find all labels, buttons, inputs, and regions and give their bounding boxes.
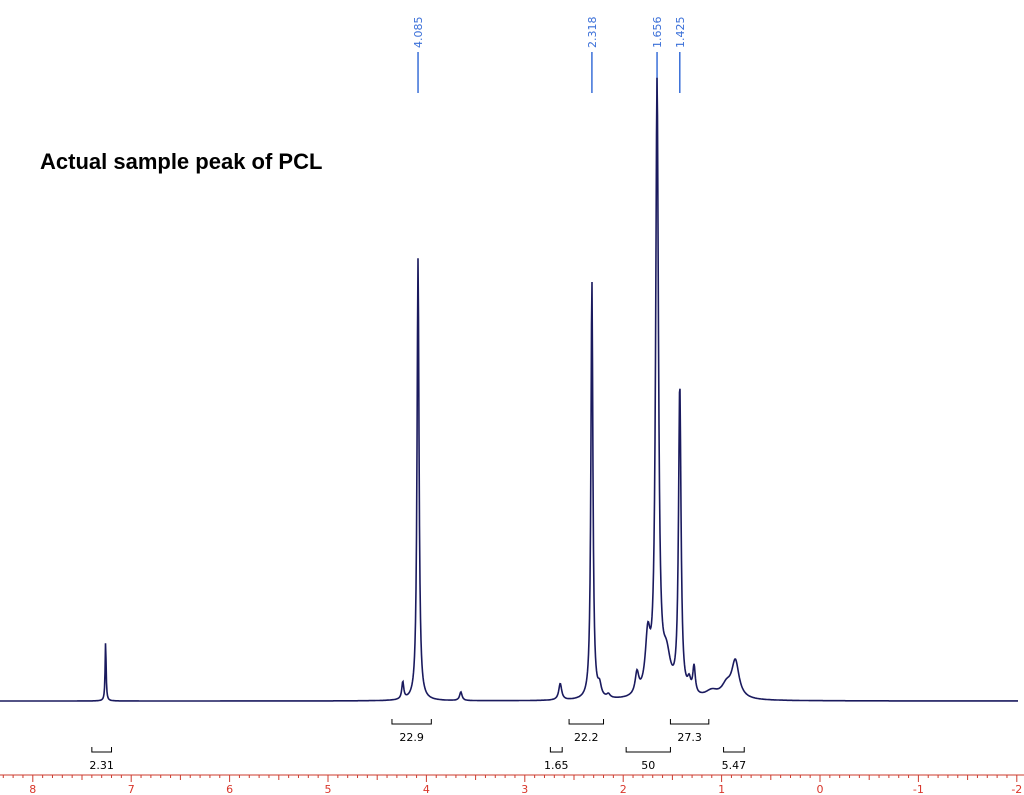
peak-label: 4.085 (412, 17, 425, 49)
peak-label: 1.425 (674, 17, 687, 49)
x-axis-tick-label: -2 (1011, 783, 1022, 795)
integral-bracket (625, 747, 671, 753)
integral-bracket (568, 719, 605, 725)
x-axis-tick-label: -1 (913, 783, 924, 795)
x-axis-tick-label: 8 (29, 783, 36, 795)
integral-value: 22.2 (574, 731, 599, 744)
spectrum-annotation: Actual sample peak of PCL (40, 149, 322, 174)
integral-value: 1.65 (544, 759, 569, 772)
peak-label: 1.656 (651, 17, 664, 49)
x-axis-tick-label: 5 (325, 783, 332, 795)
x-axis: 8 7 6 5 4 3 2 1 0 -1 -2 (0, 774, 1024, 795)
integral-value: 2.31 (89, 759, 114, 772)
x-axis-tick-label: 2 (620, 783, 627, 795)
x-axis-tick-label: 3 (521, 783, 528, 795)
integral-value: 27.3 (677, 731, 702, 744)
spectrum-trace (0, 77, 1018, 702)
peak-label-group: 4.085 2.318 1.656 1.425 (412, 17, 687, 93)
integral-bracket (391, 719, 432, 725)
peak-label: 2.318 (586, 17, 599, 49)
spectrum-layer (0, 77, 1018, 702)
integral-group: 2.31 22.9 1.65 22.2 50 27.3 5.47 (89, 719, 746, 772)
integral-value: 22.9 (399, 731, 424, 744)
x-axis-tick-label: 6 (226, 783, 233, 795)
x-axis-tick-label: 0 (817, 783, 824, 795)
integral-bracket (549, 747, 563, 753)
integral-bracket (723, 747, 745, 753)
integral-value: 50 (641, 759, 655, 772)
x-axis-tick-label: 7 (128, 783, 135, 795)
x-axis-tick-label: 1 (718, 783, 725, 795)
x-axis-tick-label: 4 (423, 783, 430, 795)
integral-bracket (91, 747, 113, 753)
integral-value: 5.47 (722, 759, 747, 772)
integral-bracket (669, 719, 710, 725)
